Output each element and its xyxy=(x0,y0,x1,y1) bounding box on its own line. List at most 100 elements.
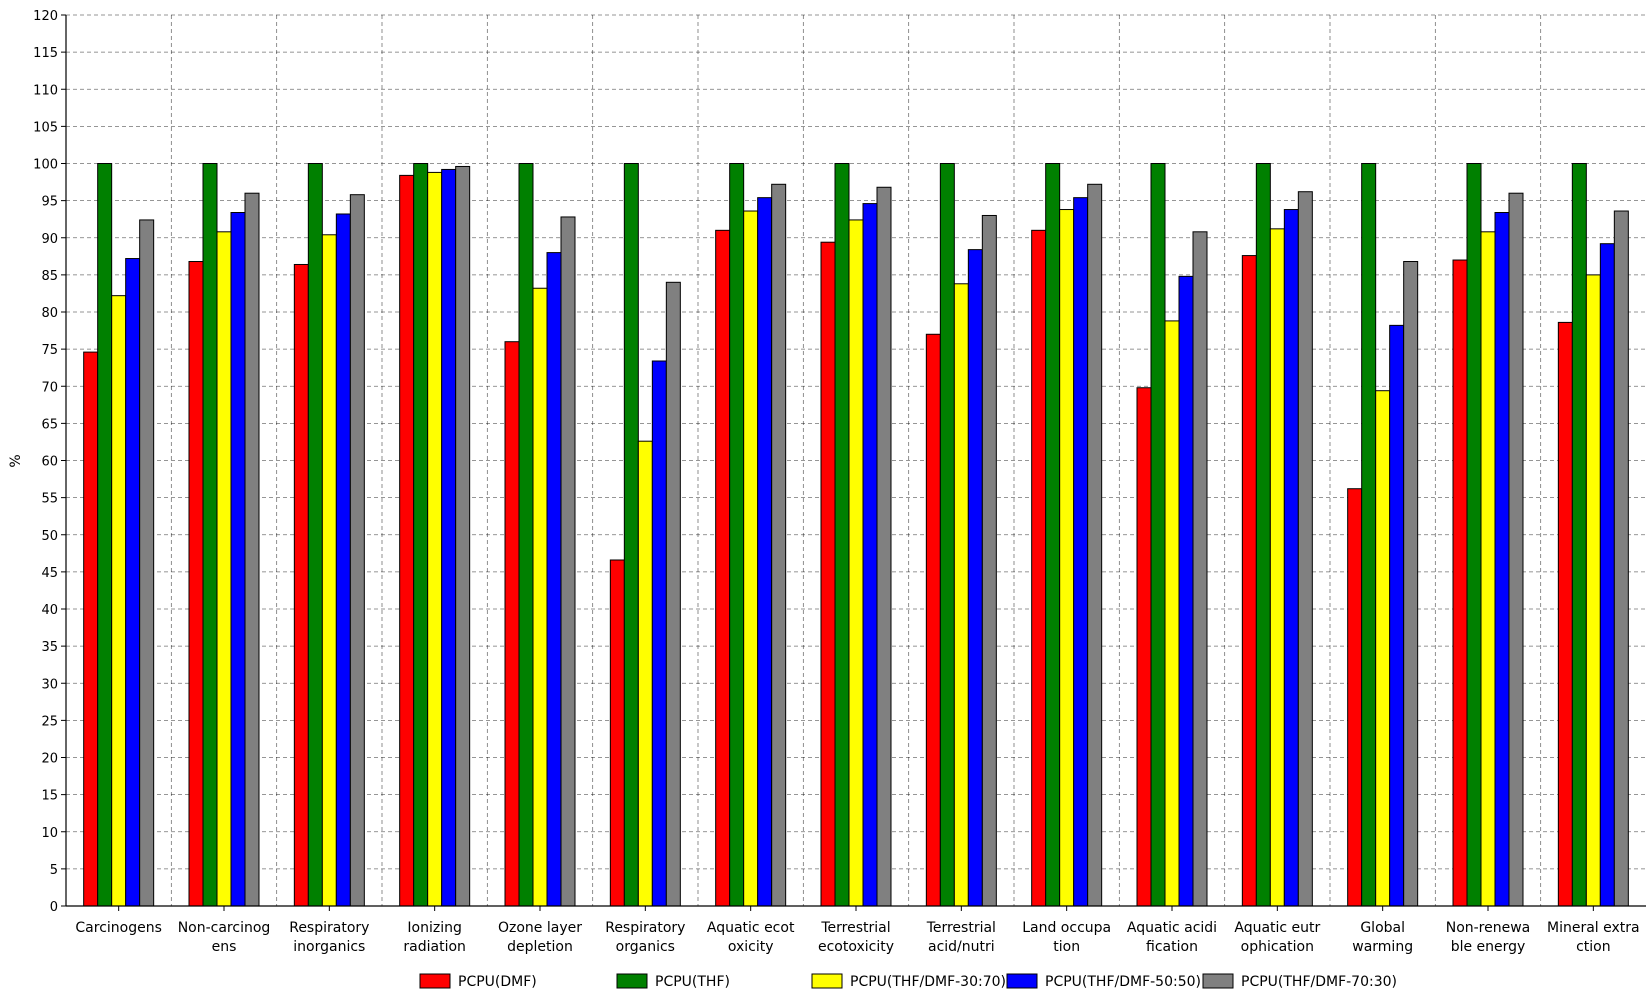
bar-4-9 xyxy=(967,249,983,907)
x-tick-label: Respiratory xyxy=(605,920,685,936)
bar-4-10 xyxy=(1073,197,1089,907)
x-tick-label: Terrestrial xyxy=(926,920,996,936)
bar-3-4 xyxy=(427,171,443,907)
legend-swatch xyxy=(616,973,648,989)
y-tick-label: 15 xyxy=(41,789,58,804)
bar-2-3 xyxy=(307,163,323,907)
bar-4-3 xyxy=(335,213,351,907)
x-tick-label: inorganics xyxy=(293,939,365,955)
bar-1-1 xyxy=(83,351,99,907)
bar-4-4 xyxy=(441,168,457,907)
legend-swatch xyxy=(811,973,843,989)
bar-5-2 xyxy=(244,192,260,907)
y-tick-label: 70 xyxy=(41,380,58,395)
bar-5-12 xyxy=(1297,191,1313,907)
x-tick-label: warming xyxy=(1352,939,1413,955)
x-tick-label: Respiratory xyxy=(289,920,369,936)
y-tick-label: 45 xyxy=(41,566,58,581)
x-tick-label: Non-renewa xyxy=(1446,920,1531,936)
y-tick-label: 120 xyxy=(33,9,58,24)
bar-3-1 xyxy=(111,295,127,907)
bar-2-4 xyxy=(413,163,429,907)
bar-1-2 xyxy=(188,261,204,907)
x-tick-label: Terrestrial xyxy=(820,920,890,936)
bar-5-4 xyxy=(455,165,471,907)
y-tick-label: 80 xyxy=(41,306,58,321)
bar-4-6 xyxy=(651,360,667,907)
x-tick-label: oxicity xyxy=(728,939,774,955)
y-tick-label: 50 xyxy=(41,529,58,544)
bar-3-12 xyxy=(1269,228,1285,907)
y-tick-label: 115 xyxy=(33,46,58,61)
x-tick-label: tion xyxy=(1053,939,1080,955)
bar-2-5 xyxy=(518,163,534,907)
legend-swatch xyxy=(419,973,451,989)
y-tick-label: 100 xyxy=(33,158,58,173)
y-tick-label: 55 xyxy=(41,492,58,507)
bar-1-5 xyxy=(504,341,520,907)
bar-2-14 xyxy=(1466,163,1482,907)
y-tick-label: 60 xyxy=(41,455,58,470)
x-tick-label: Aquatic acidi xyxy=(1127,920,1217,936)
bar-5-7 xyxy=(771,183,787,907)
legend-label: PCPU(THF) xyxy=(655,974,730,990)
x-tick-label: Land occupa xyxy=(1022,920,1111,936)
legend-swatch xyxy=(1006,973,1038,989)
y-tick-label: 20 xyxy=(41,752,58,767)
bar-3-10 xyxy=(1059,209,1075,907)
legend: PCPU(DMF) PCPU(THF) PCPU(THF/DMF-30:70) PCP… xyxy=(419,973,1397,990)
bar-3-3 xyxy=(321,234,337,907)
y-tick-label: 90 xyxy=(41,232,58,247)
x-tick-label: acid/nutri xyxy=(928,939,995,955)
bar-5-9 xyxy=(981,214,997,907)
y-tick-label: 30 xyxy=(41,677,58,692)
y-axis-ticks: 0 5 10 15 20 25 30 35 40 45 50 55 60 65 70 75 80 85 90 95 10… xyxy=(33,9,66,915)
bar-1-13 xyxy=(1347,488,1363,907)
x-tick-label: radiation xyxy=(403,939,466,955)
bar-1-15 xyxy=(1557,321,1573,907)
x-tick-label: Aquatic eutr xyxy=(1234,920,1320,936)
y-tick-label: 75 xyxy=(41,343,58,358)
x-tick-label: ction xyxy=(1576,939,1611,955)
legend-label: PCPU(THF/DMF-70:30) xyxy=(1241,974,1397,990)
x-tick-label: organics xyxy=(616,939,675,955)
y-tick-label: 110 xyxy=(33,83,58,98)
y-axis-label: % xyxy=(8,454,24,467)
bar-3-9 xyxy=(953,283,969,907)
bar-3-8 xyxy=(848,219,864,907)
y-tick-label: 40 xyxy=(41,603,58,618)
bar-5-8 xyxy=(876,186,892,907)
bar-4-7 xyxy=(757,197,773,907)
y-tick-label: 65 xyxy=(41,417,58,432)
bar-1-7 xyxy=(715,229,731,907)
x-tick-label: ble energy xyxy=(1451,939,1526,955)
bar-2-7 xyxy=(729,163,745,907)
x-tick-label: Carcinogens xyxy=(75,920,162,936)
bar-3-15 xyxy=(1585,274,1601,907)
bar-2-11 xyxy=(1150,163,1166,907)
bar-1-3 xyxy=(293,263,309,907)
bar-5-1 xyxy=(139,219,155,907)
bar-2-10 xyxy=(1045,163,1061,907)
x-tick-label: ens xyxy=(212,939,237,955)
x-tick-label: ecotoxicity xyxy=(818,939,894,955)
legend-label: PCPU(DMF) xyxy=(458,974,537,990)
y-tick-label: 85 xyxy=(41,269,58,284)
bar-2-1 xyxy=(97,163,113,907)
x-tick-label: fication xyxy=(1146,939,1198,955)
bar-4-1 xyxy=(125,258,141,907)
bar-5-13 xyxy=(1403,261,1419,907)
bar-2-13 xyxy=(1361,163,1377,907)
x-tick-label: Ionizing xyxy=(407,920,461,936)
y-tick-label: 10 xyxy=(41,826,58,841)
bar-2-12 xyxy=(1255,163,1271,907)
bar-3-2 xyxy=(216,231,232,907)
bar-1-12 xyxy=(1241,255,1257,907)
bar-5-14 xyxy=(1508,192,1524,907)
x-tick-label: Aquatic ecot xyxy=(707,920,795,936)
bar-4-2 xyxy=(230,212,246,907)
x-tick-label: Global xyxy=(1360,920,1405,936)
bar-4-5 xyxy=(546,252,562,907)
bar-4-8 xyxy=(862,203,878,907)
bar-5-6 xyxy=(665,281,681,907)
